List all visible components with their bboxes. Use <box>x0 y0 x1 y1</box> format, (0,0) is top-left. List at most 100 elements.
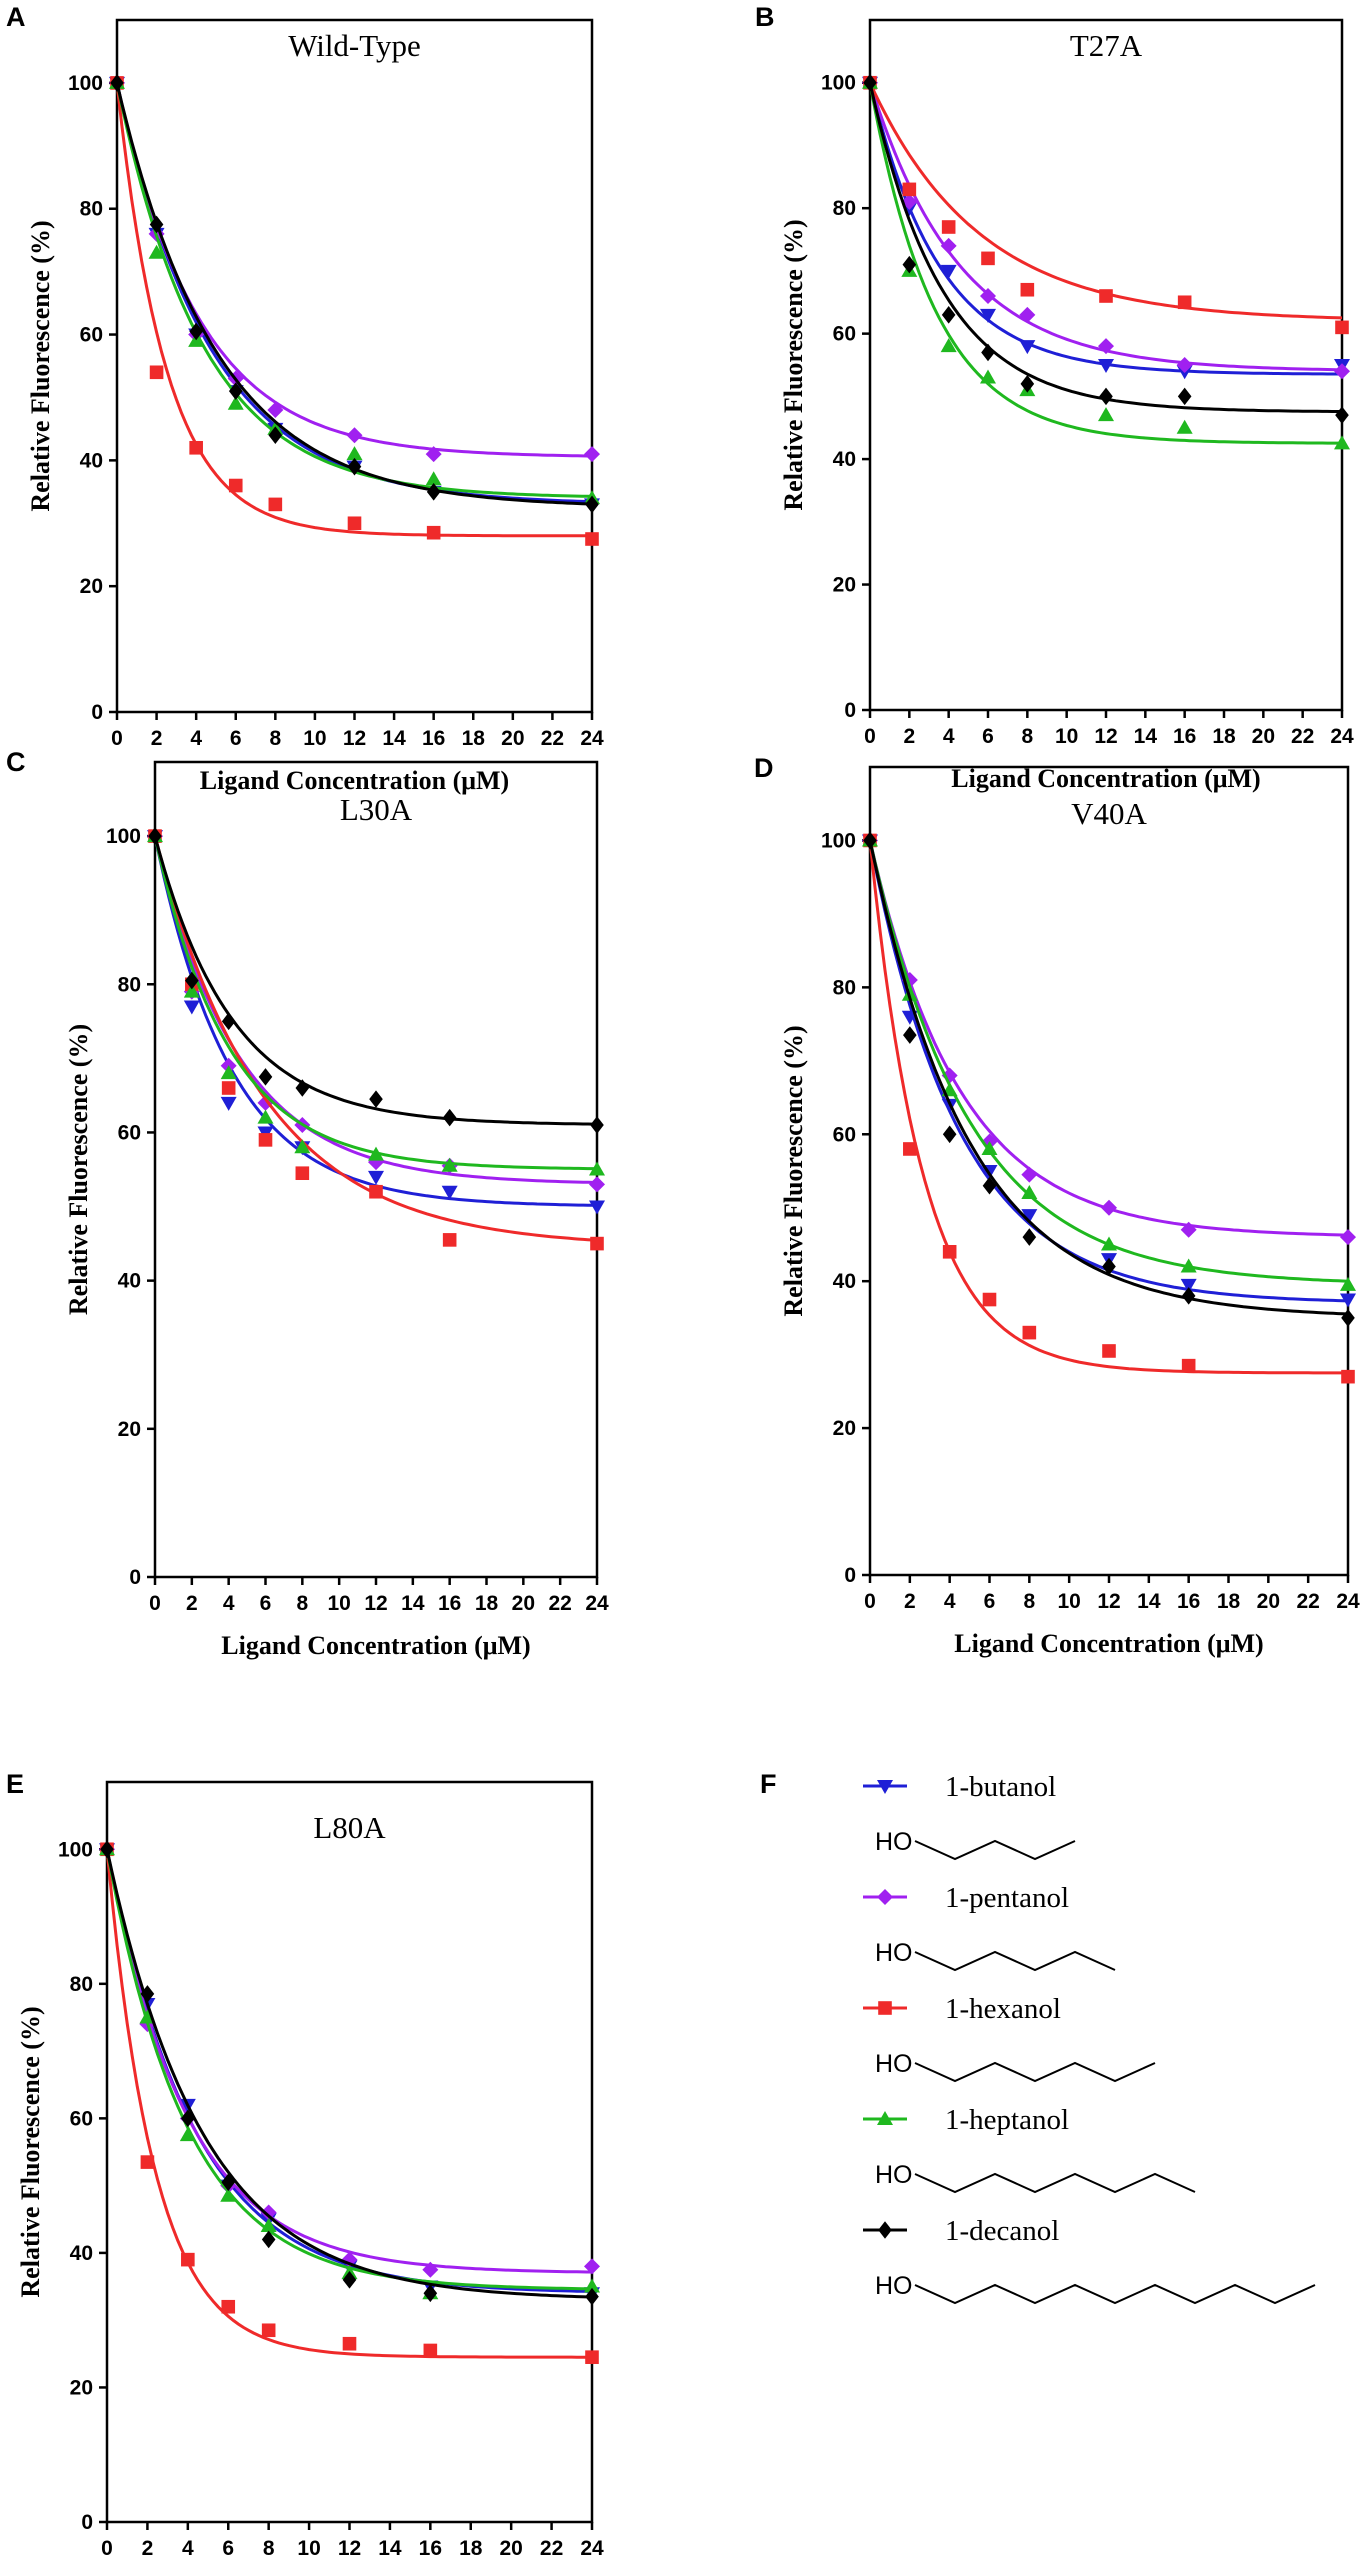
data-point-1-pentanol <box>1180 1221 1197 1238</box>
legend-label: 1-heptanol <box>945 2104 1069 2136</box>
series-1-decanol <box>148 827 604 1134</box>
data-point-1-decanol <box>148 827 162 845</box>
data-point-1-butanol <box>1340 1293 1356 1308</box>
x-tick-label: 24 <box>1336 1590 1360 1613</box>
panel-e-frame <box>105 1780 594 2524</box>
x-tick-label: 6 <box>260 1592 272 1615</box>
data-point-1-decanol <box>228 382 243 400</box>
x-tick-label: 4 <box>182 2537 194 2556</box>
x-tick-label: 10 <box>297 2537 320 2556</box>
data-point-1-decanol <box>863 831 877 850</box>
structure-chain-1-decanol <box>914 2283 1316 2305</box>
data-point-1-decanol <box>295 1079 310 1097</box>
x-tick-label: 16 <box>419 2537 442 2556</box>
data-point-1-heptanol <box>227 395 244 410</box>
fit-curve-1-pentanol <box>868 840 1349 1237</box>
data-point-1-pentanol <box>1019 306 1036 323</box>
series-1-heptanol <box>862 832 1356 1291</box>
data-point-1-heptanol <box>148 244 165 259</box>
legend-item-1-pentanol: 1-pentanol HO <box>863 1882 1116 1972</box>
fit-curve-1-hexanol <box>868 82 1343 320</box>
data-point-1-butanol <box>368 1170 384 1185</box>
fit-curve-1-butanol <box>868 82 1343 376</box>
data-point-1-hexanol <box>347 516 362 531</box>
y-tick-label: 80 <box>833 197 856 220</box>
data-point-1-decanol <box>1102 1257 1116 1276</box>
data-point-1-pentanol <box>940 237 957 254</box>
data-point-1-heptanol <box>294 1139 311 1154</box>
legend-label: 1-hexanol <box>945 1993 1061 2025</box>
x-tick-label: 2 <box>151 727 163 750</box>
series-1-hexanol <box>863 833 1355 1384</box>
data-point-1-heptanol <box>183 983 200 998</box>
x-tick-label: 14 <box>1134 725 1158 748</box>
legend-item-1-hexanol: 1-hexanol HO <box>863 1993 1156 2083</box>
x-tick-label: 0 <box>111 727 123 750</box>
data-point-1-heptanol <box>425 471 442 486</box>
data-point-1-decanol <box>903 1026 917 1044</box>
x-tick-label: 24 <box>585 1592 609 1615</box>
y-tick-label: 100 <box>821 829 856 852</box>
series-1-decanol <box>863 831 1355 1327</box>
data-point-1-pentanol <box>1176 357 1193 373</box>
data-point-1-pentanol <box>260 2204 277 2221</box>
x-tick-label: 10 <box>303 727 326 750</box>
series-1-pentanol <box>109 74 600 463</box>
legend-marker <box>877 1889 893 1905</box>
data-point-1-hexanol <box>1177 295 1192 310</box>
x-tick-label: 8 <box>1023 1590 1035 1613</box>
y-tick-label: 80 <box>833 976 856 999</box>
data-point-1-hexanol <box>1102 1344 1116 1358</box>
data-point-1-heptanol <box>1180 1258 1197 1273</box>
x-tick-label: 22 <box>548 1592 571 1615</box>
x-tick-label: 12 <box>364 1592 387 1615</box>
data-point-1-hexanol <box>258 1133 273 1147</box>
structure-chain-1-butanol <box>914 1839 1076 1861</box>
panel-e-title: L80A <box>313 1810 386 1845</box>
data-point-1-hexanol <box>140 2155 155 2169</box>
panel-d-y-axis-title: Relative Fluorescence (%) <box>779 1025 808 1316</box>
y-tick-label: 0 <box>91 701 103 724</box>
fit-curve-1-pentanol <box>105 1849 592 2274</box>
y-tick-label: 100 <box>821 72 856 95</box>
series-1-butanol <box>862 76 1350 380</box>
x-tick-label: 18 <box>462 727 486 750</box>
data-point-1-pentanol <box>1101 1199 1117 1216</box>
x-tick-label: 2 <box>186 1592 198 1615</box>
data-point-1-hexanol <box>981 251 995 266</box>
panel-b-title: T27A <box>1070 28 1143 63</box>
data-point-1-decanol <box>347 457 362 476</box>
data-point-1-butanol <box>1180 1278 1197 1293</box>
data-point-1-heptanol <box>220 1065 237 1080</box>
y-tick-label: 20 <box>80 575 103 598</box>
panel-b-x-axis-title: Ligand Concentration (μM) <box>951 764 1260 793</box>
data-point-1-decanol <box>590 1116 604 1134</box>
structure-ho-label: HO <box>875 1939 913 1967</box>
data-point-1-heptanol <box>220 2187 237 2202</box>
legend-label: 1-pentanol <box>945 1882 1069 1914</box>
legend-label: 1-butanol <box>945 1771 1056 1803</box>
x-tick-label: 4 <box>944 1590 956 1613</box>
data-point-1-decanol <box>221 1012 236 1031</box>
fit-curve-1-heptanol <box>868 82 1342 445</box>
panel-a-letter: A <box>6 2 26 32</box>
data-point-1-hexanol <box>941 220 956 234</box>
x-tick-label: 6 <box>982 725 994 748</box>
x-tick-label: 0 <box>864 1590 876 1613</box>
x-tick-label: 0 <box>149 1592 161 1615</box>
x-tick-label: 6 <box>222 2537 234 2556</box>
legend-marker <box>877 2111 893 2125</box>
x-tick-label: 20 <box>512 1592 535 1615</box>
series-1-decanol <box>110 74 599 514</box>
x-tick-label: 24 <box>580 727 604 750</box>
fit-curve-1-pentanol <box>868 82 1343 372</box>
data-point-1-hexanol <box>982 1292 997 1307</box>
data-point-1-pentanol <box>1340 1229 1356 1246</box>
legend-marker <box>878 2221 892 2239</box>
legend-marker <box>878 2001 892 2015</box>
data-point-1-decanol <box>185 971 199 990</box>
fit-curve-1-pentanol <box>115 82 592 458</box>
x-tick-label: 16 <box>438 1592 461 1615</box>
